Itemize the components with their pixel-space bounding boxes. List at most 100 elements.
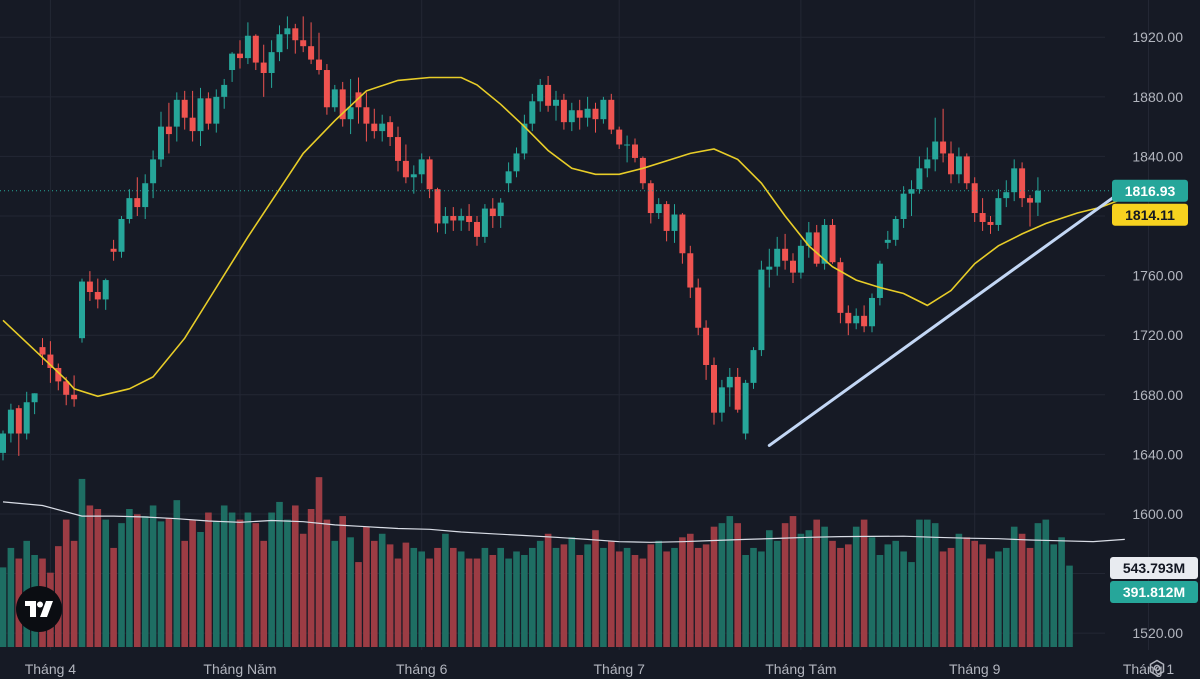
candle-body <box>489 208 496 217</box>
candle-body <box>418 159 425 175</box>
volume-bar <box>742 555 749 647</box>
volume-bar <box>947 547 955 647</box>
candle-body <box>292 28 299 41</box>
candle-body <box>31 393 38 403</box>
candle-body <box>94 291 101 300</box>
volume-bar <box>244 512 252 647</box>
candle-body <box>537 84 544 102</box>
candle-body <box>118 218 125 252</box>
volume-bar <box>908 562 915 647</box>
volume-bar <box>1058 537 1065 647</box>
volume-bar <box>987 558 994 647</box>
month-tick-label: Tháng 4 <box>25 661 77 677</box>
candle-body <box>900 193 907 219</box>
candle-body <box>545 84 552 106</box>
candle-body <box>323 70 330 108</box>
candle-body <box>726 376 733 388</box>
volume-bar <box>331 540 339 647</box>
candle-body <box>584 108 591 118</box>
volume-bar <box>149 505 157 647</box>
volume-bar <box>963 537 971 647</box>
candle-body <box>750 350 757 383</box>
volume-bar <box>671 547 678 647</box>
candle-body <box>347 107 354 120</box>
volume-bar <box>916 519 923 647</box>
volume-bar <box>521 555 528 647</box>
volume-bar <box>292 505 299 647</box>
candle-body <box>624 144 631 146</box>
volume-bar <box>173 500 181 647</box>
time-axis[interactable]: Tháng 4 Tháng Năm Tháng 6 Tháng 7 Tháng Tám T… <box>25 661 1175 677</box>
volume-bar <box>631 555 639 647</box>
volume-bar <box>979 544 986 647</box>
candle-body <box>63 381 70 395</box>
candle-body <box>639 157 646 184</box>
volume-bar <box>576 555 583 647</box>
candle-body <box>23 402 30 434</box>
candle-body <box>853 315 860 324</box>
volume-bar <box>489 555 497 647</box>
volume-bar <box>126 509 133 647</box>
volume-bar <box>457 551 465 647</box>
candle-body <box>766 266 773 270</box>
candle-body <box>568 110 575 123</box>
volume-bar <box>299 533 307 647</box>
candle-body <box>955 156 962 175</box>
candle-body <box>924 159 931 169</box>
candle-body <box>71 394 78 400</box>
candle-body <box>718 387 725 413</box>
candle-body <box>244 35 251 59</box>
moving-average-label: 1814.11 <box>1125 207 1175 223</box>
candle-body <box>1003 192 1010 199</box>
volume-bar <box>829 540 836 647</box>
candle-body <box>410 174 417 178</box>
candle-body <box>355 92 362 108</box>
volume-bar <box>0 567 7 647</box>
volume-ma-label: 543.793M <box>1123 560 1185 576</box>
candle-body <box>276 34 283 53</box>
volume-bar <box>402 542 410 647</box>
settings-gear-icon[interactable] <box>1148 659 1166 677</box>
volume-bar <box>600 547 607 647</box>
volume-bar <box>315 477 323 647</box>
candle-body <box>616 129 623 145</box>
candle-body <box>205 98 212 124</box>
candle-body <box>371 123 378 132</box>
tradingview-logo[interactable] <box>16 586 62 632</box>
volume-bar <box>592 530 599 647</box>
candle-body <box>150 159 157 184</box>
price-tick-label: 1840.00 <box>1132 148 1183 164</box>
candle-body <box>655 204 662 214</box>
moving-average-line <box>2 76 1126 398</box>
candle-body <box>308 46 315 60</box>
volume-bar <box>955 533 963 647</box>
volume-bar <box>647 544 655 647</box>
candle-body <box>316 59 322 71</box>
candle-body <box>979 213 986 222</box>
candle-body <box>687 253 694 288</box>
candle-body <box>79 281 85 339</box>
candle-body <box>884 239 891 243</box>
candle-body <box>15 408 22 434</box>
price-tick-label: 1600.00 <box>1132 506 1183 522</box>
price-tick-label: 1760.00 <box>1132 268 1183 284</box>
candle-body <box>300 40 307 47</box>
candle-body <box>553 99 559 106</box>
trend-line[interactable] <box>767 187 1127 447</box>
candle-body <box>395 137 401 161</box>
candle-body <box>339 89 346 120</box>
volume-bar <box>663 551 670 647</box>
volume-bar <box>213 521 220 647</box>
volume-bar <box>513 551 520 647</box>
volume-bar <box>995 551 1002 647</box>
candle-body <box>1034 190 1041 203</box>
candle-body <box>102 280 109 300</box>
volume-bar <box>1018 533 1026 647</box>
volume-bar <box>758 551 765 647</box>
volume-bar <box>307 509 315 647</box>
volume-bar <box>497 547 504 647</box>
volume-bar <box>773 540 781 647</box>
candle-body <box>513 153 520 172</box>
volume-bar <box>876 555 884 647</box>
